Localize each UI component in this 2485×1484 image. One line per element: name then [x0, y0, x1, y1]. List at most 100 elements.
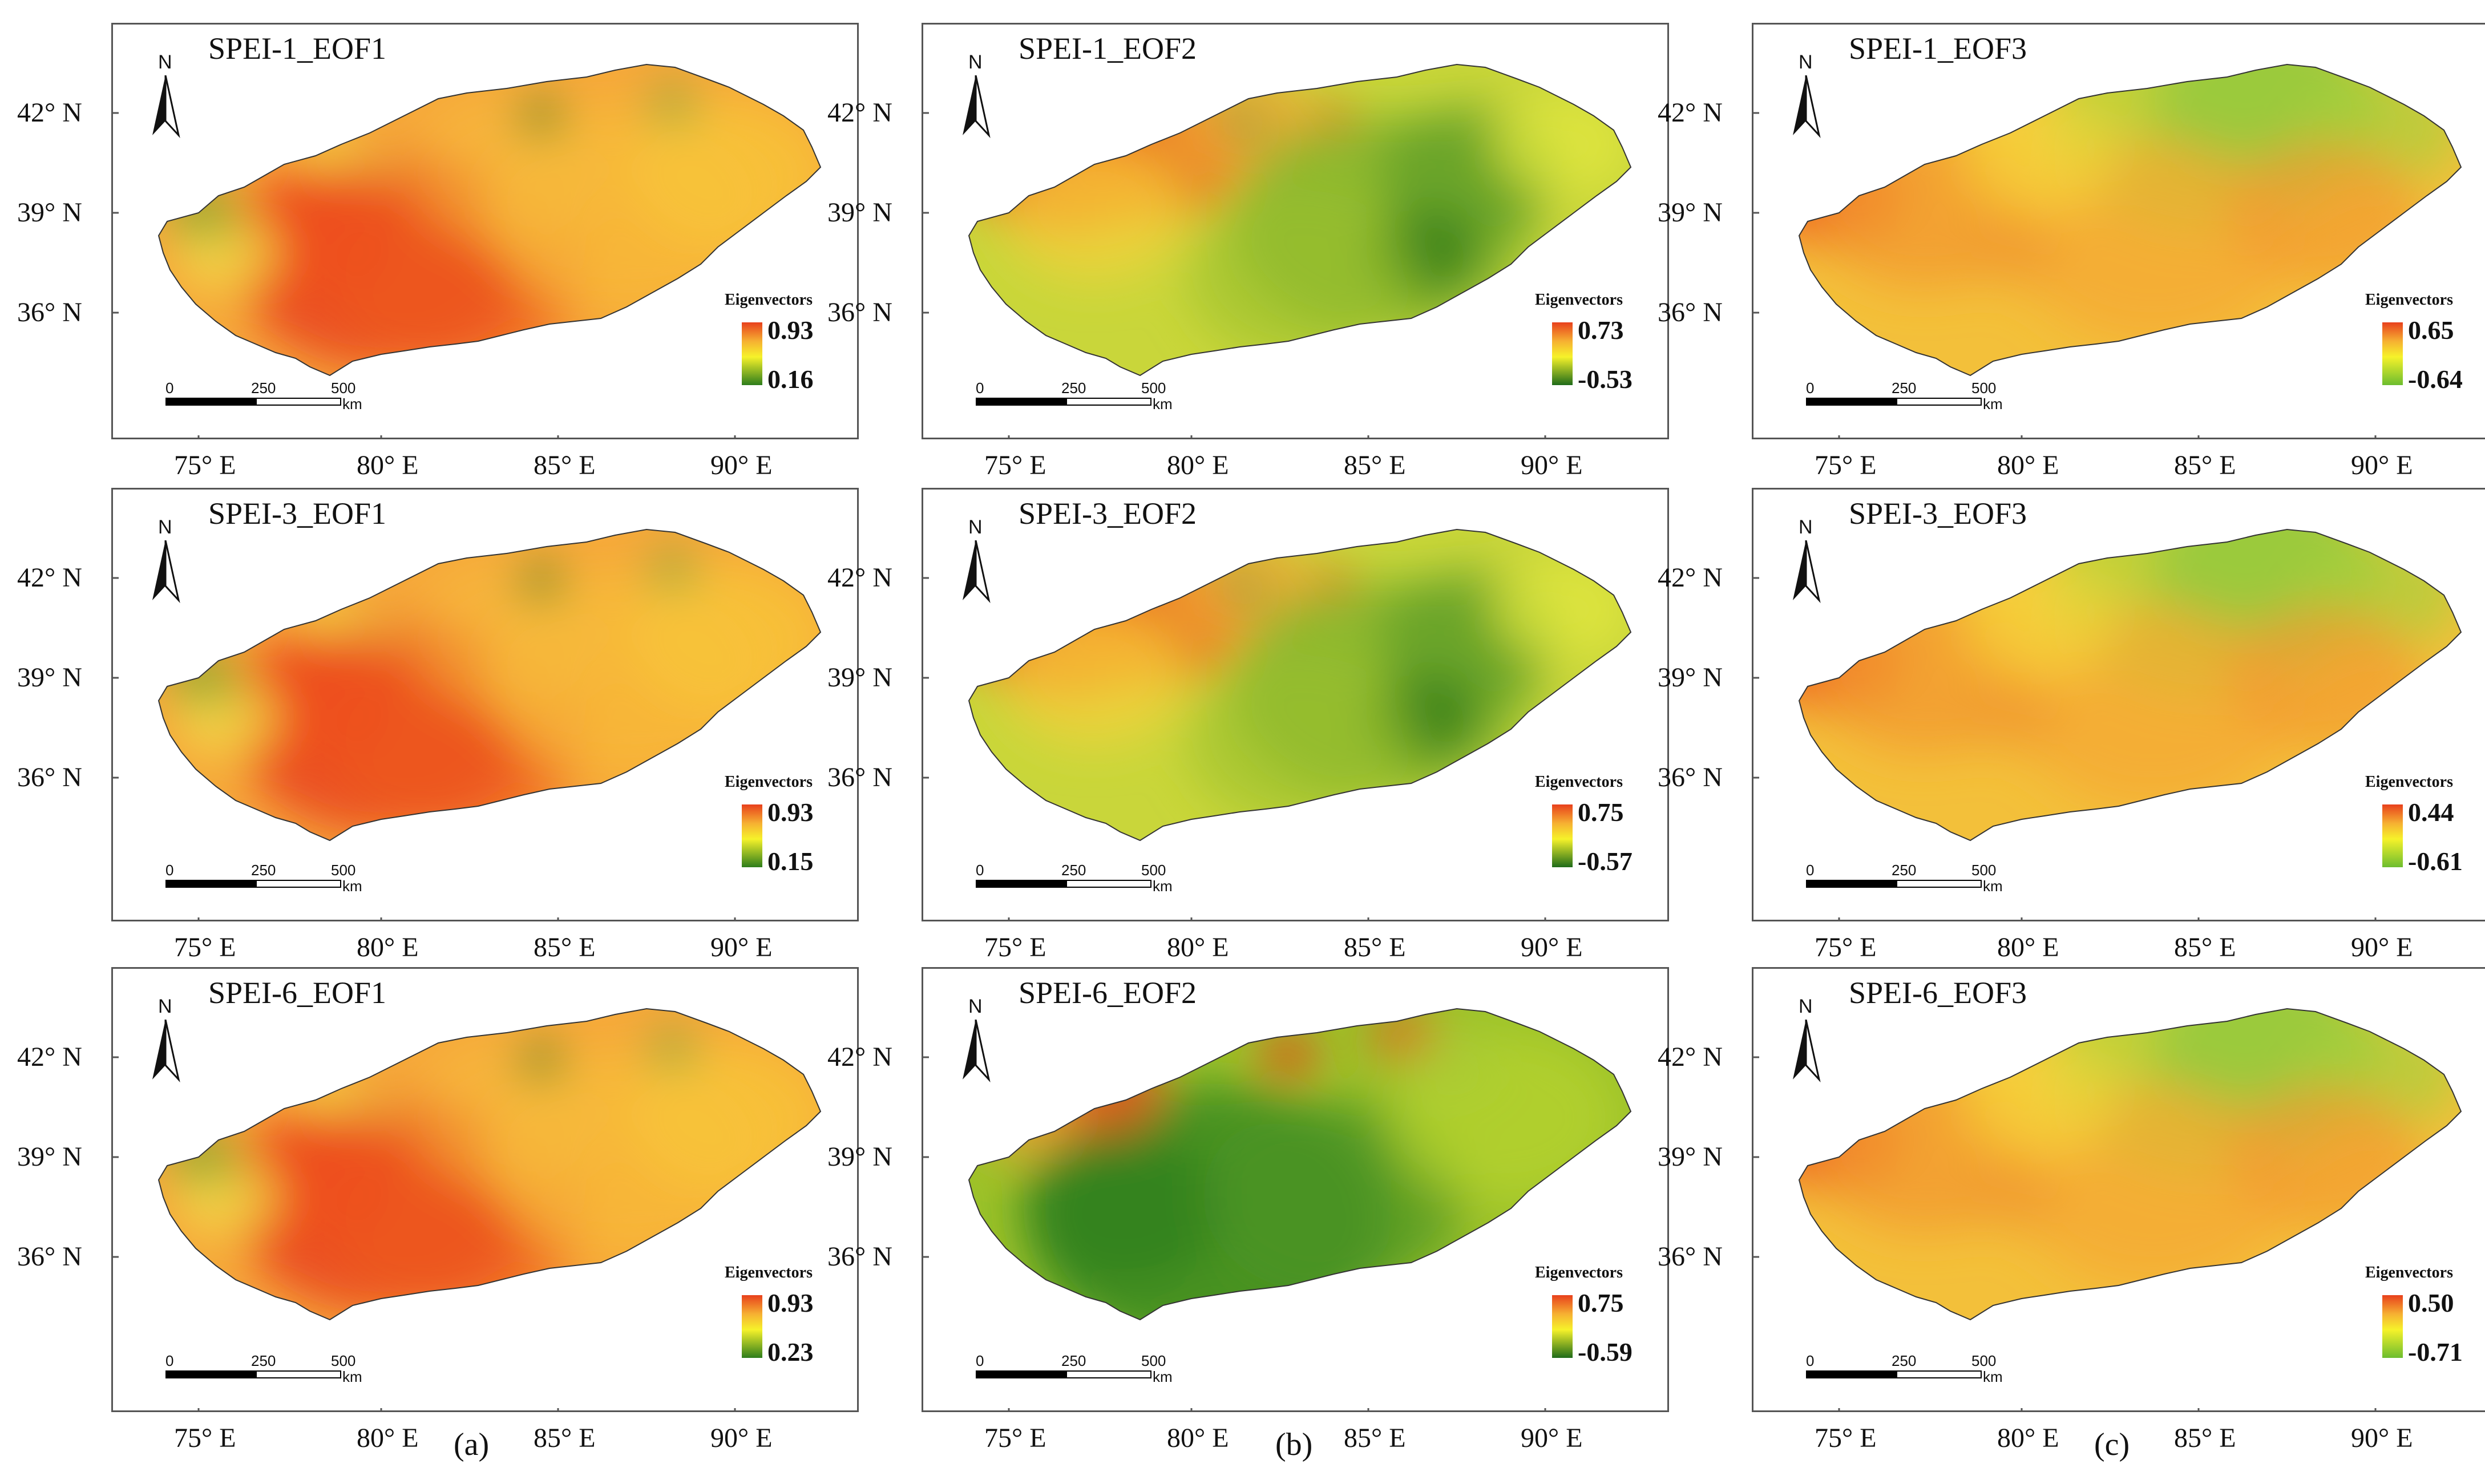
map-panel-spei-1-eof2: SPEI-1_EOF2 N Eigenvectors 0.73 -0.53 0 250 500… [922, 23, 1669, 439]
value-blob [518, 564, 564, 598]
region-map [923, 1008, 1632, 1410]
value-blob [1970, 1163, 2062, 1231]
latitude-label: 42° N [17, 1042, 82, 1072]
longitude-label: 90° E [710, 450, 773, 480]
north-arrow: N [956, 516, 1001, 613]
latitude-label: 39° N [827, 662, 892, 693]
value-blob [1260, 1033, 1317, 1076]
longitude-label: 90° E [2351, 450, 2413, 480]
scale-segment-empty [1896, 880, 1982, 888]
value-blob [518, 1043, 564, 1077]
scale-tick-label: 250 [251, 1352, 276, 1369]
north-arrow-icon [963, 1020, 991, 1082]
scale-segment-filled [1806, 880, 1897, 888]
scale-bar: 0 250 500 km [1806, 1352, 2003, 1386]
value-blob [1494, 93, 1631, 196]
value-blob [364, 1095, 398, 1122]
scale-tick-label: 0 [165, 1352, 174, 1369]
longitude-label: 90° E [2351, 1423, 2413, 1453]
legend-max-value: 0.65 [2408, 316, 2454, 345]
value-blob [518, 99, 564, 133]
longitude-label: 75° E [1815, 932, 1877, 963]
scale-tick-label: 0 [976, 1352, 984, 1369]
latitude-label: 36° N [1658, 1242, 1723, 1272]
region-map [113, 528, 822, 920]
latitude-label: 42° N [1658, 563, 1723, 593]
region-outline [1798, 528, 2462, 842]
value-blob [1494, 558, 1631, 661]
legend-min-value: 0.15 [767, 847, 814, 876]
scale-tick-label: 0 [165, 862, 174, 879]
latitude-label: 36° N [17, 1242, 82, 1272]
legend-max-value: 0.73 [1578, 316, 1624, 345]
scale-unit: km [1153, 878, 1173, 895]
scale-segment-filled [976, 1370, 1067, 1378]
latitude-label: 39° N [1658, 197, 1723, 228]
north-arrow-icon [152, 75, 180, 138]
region-outline [968, 528, 1632, 842]
scale-segment-filled [1806, 1370, 1897, 1378]
north-label: N [968, 51, 983, 73]
latitude-label: 42° N [1658, 98, 1723, 128]
map-frame [1752, 967, 2485, 1412]
value-blob [1959, 1040, 2119, 1160]
latitude-label: 36° N [1658, 762, 1723, 792]
scale-unit: km [1983, 878, 2003, 895]
map-frame [922, 967, 1669, 1412]
value-blob [170, 652, 239, 703]
value-blob [2227, 605, 2421, 751]
value-blob [410, 1034, 615, 1188]
value-blob [1186, 190, 1414, 361]
scale-tick-label: 250 [1892, 379, 1917, 397]
legend-title: Eigenvectors [1535, 291, 1623, 309]
north-arrow: N [1786, 516, 1832, 613]
longitude-label: 85° E [2174, 450, 2236, 480]
map-panel-spei-1-eof1: SPEI-1_EOF1 N Eigenvectors 0.93 0.16 0 250 500 k… [111, 23, 859, 439]
legend-title: Eigenvectors [725, 1264, 813, 1281]
north-label: N [1799, 51, 1813, 73]
latitude-label: 39° N [17, 197, 82, 228]
value-blob [410, 90, 615, 244]
value-blob [646, 1029, 698, 1068]
legend-title: Eigenvectors [2365, 1264, 2453, 1281]
value-blob [410, 555, 615, 709]
eigenvector-surface [1799, 1009, 2461, 1320]
scale-segment-filled [165, 398, 257, 406]
value-blob [1970, 219, 2062, 287]
longitude-label: 85° E [534, 450, 596, 480]
latitude-label: 36° N [827, 297, 892, 327]
map-frame [111, 23, 859, 439]
longitude-label: 75° E [174, 932, 236, 963]
latitude-label: 42° N [17, 563, 82, 593]
map-panel-spei-6-eof2: SPEI-6_EOF2 N Eigenvectors 0.75 -0.59 0 250 500… [922, 967, 1669, 1412]
panel-title: SPEI-3_EOF2 [1019, 496, 1197, 531]
latitude-label: 42° N [827, 563, 892, 593]
scale-tick-label: 250 [251, 862, 276, 879]
scale-tick-label: 250 [1892, 862, 1917, 879]
eigenvector-surface [159, 1009, 821, 1320]
scale-tick-label: 500 [1141, 1352, 1166, 1369]
map-frame [1752, 488, 2485, 921]
region-outline [157, 63, 822, 377]
value-blob [1186, 655, 1414, 826]
longitude-label: 75° E [984, 1423, 1046, 1453]
latitude-label: 42° N [1658, 1042, 1723, 1072]
column-label-b: (b) [1275, 1427, 1313, 1462]
eigenvector-surface [1799, 529, 2461, 840]
value-blob [304, 599, 355, 637]
latitude-label: 39° N [17, 1142, 82, 1172]
scale-tick-label: 0 [165, 379, 174, 397]
legend-min-value: -0.64 [2408, 365, 2463, 394]
legend-title: Eigenvectors [1535, 1264, 1623, 1281]
map-panel-spei-3-eof1: SPEI-3_EOF1 N Eigenvectors 0.93 0.15 0 250 500 k… [111, 488, 859, 921]
latitude-label: 39° N [1658, 662, 1723, 693]
latitude-label: 36° N [827, 1242, 892, 1272]
scale-bar: 0 250 500 km [165, 1352, 362, 1386]
scale-tick-label: 250 [1061, 379, 1086, 397]
legend-min-value: -0.53 [1578, 365, 1633, 394]
scale-segment-empty [1066, 880, 1151, 888]
panel-title: SPEI-1_EOF3 [1849, 31, 2027, 66]
legend-color-bar [1552, 804, 1573, 867]
north-arrow-icon [963, 75, 991, 138]
longitude-label: 80° E [357, 450, 419, 480]
